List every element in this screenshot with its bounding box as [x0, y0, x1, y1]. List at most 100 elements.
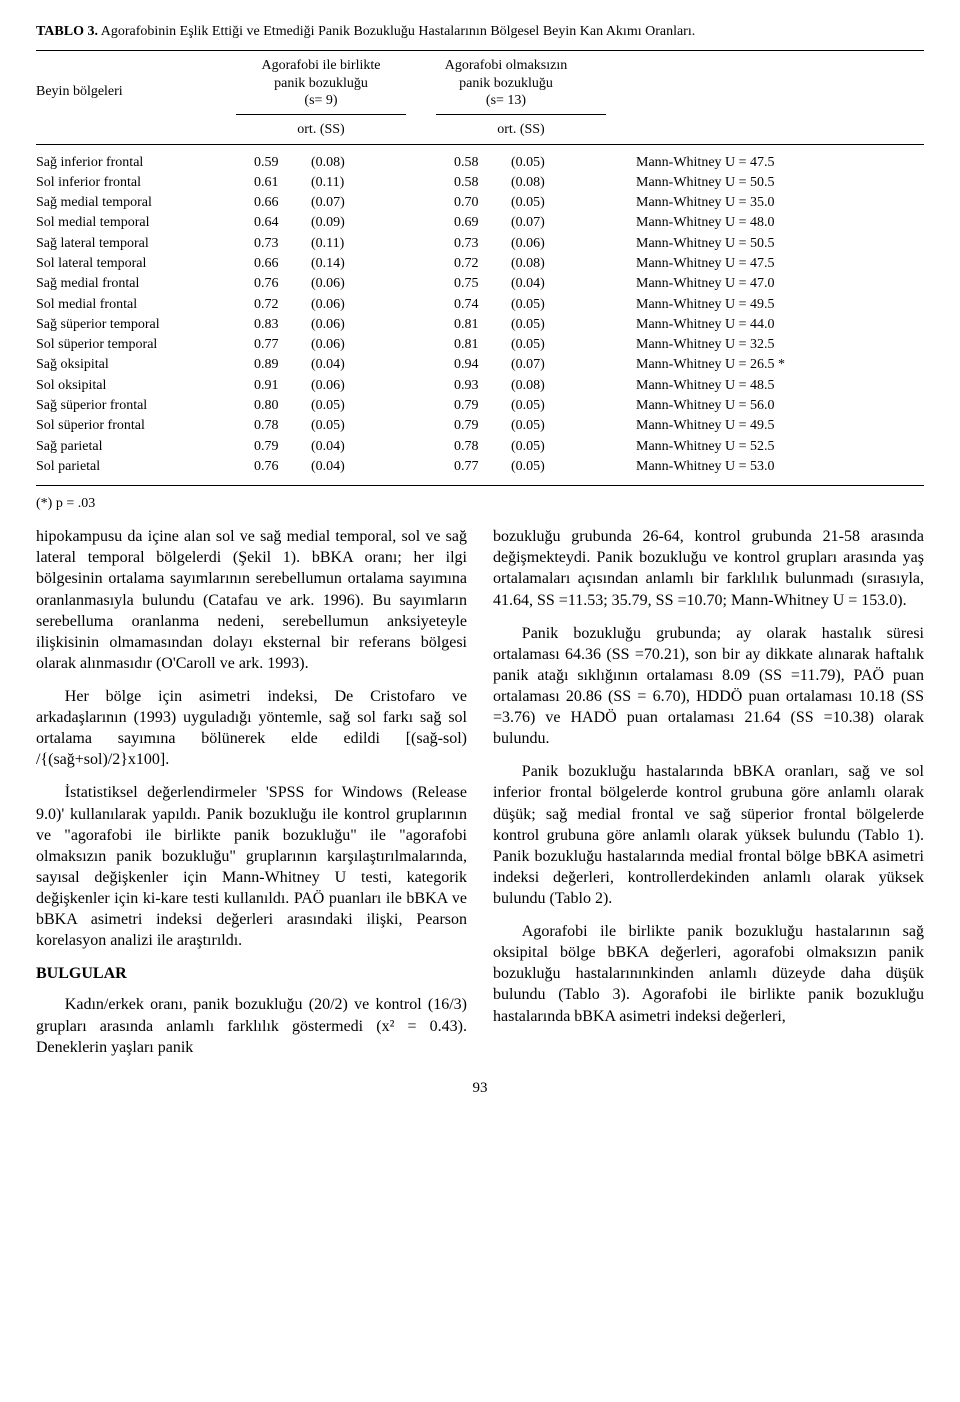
sd1-cell: (0.14) [311, 254, 406, 274]
region-cell: Sağ süperior frontal [36, 396, 236, 416]
table-row: Sağ süperior frontal0.80(0.05)0.79(0.05)… [36, 396, 924, 416]
table-caption: Agorafobinin Eşlik Ettiği ve Etmediği Pa… [101, 24, 696, 39]
table-row: Sol inferior frontal0.61(0.11)0.58(0.08)… [36, 173, 924, 193]
stat-cell: Mann-Whitney U = 32.5 [606, 335, 924, 355]
mean1-cell: 0.73 [236, 234, 311, 254]
right-p2: Panik bozukluğu grubunda; ay olarak hast… [493, 623, 924, 750]
stat-cell: Mann-Whitney U = 47.5 [606, 153, 924, 173]
group2-l2: panik bozukluğu [406, 75, 606, 93]
sd2-cell: (0.05) [511, 396, 606, 416]
sd2-cell: (0.05) [511, 457, 606, 477]
table-row: Sol parietal0.76(0.04)0.77(0.05)Mann-Whi… [36, 457, 924, 477]
group2-l3: (s= 13) [406, 92, 606, 110]
sd1-cell: (0.06) [311, 295, 406, 315]
table-header: Beyin bölgeleri Agorafobi ile birlikte p… [36, 50, 924, 145]
stat-cell: Mann-Whitney U = 48.5 [606, 376, 924, 396]
sd1-cell: (0.06) [311, 376, 406, 396]
section-heading: BULGULAR [36, 963, 467, 984]
sd1-cell: (0.05) [311, 396, 406, 416]
sd1-cell: (0.11) [311, 173, 406, 193]
left-column: hipokampusu da içine alan sol ve sağ med… [36, 526, 467, 1070]
mean1-cell: 0.79 [236, 437, 311, 457]
region-cell: Sol parietal [36, 457, 236, 477]
sd2-cell: (0.06) [511, 234, 606, 254]
mean2-cell: 0.75 [436, 274, 511, 294]
mean1-cell: 0.89 [236, 355, 311, 375]
sd1-cell: (0.04) [311, 457, 406, 477]
sd2-cell: (0.07) [511, 213, 606, 233]
group1-l1: Agorafobi ile birlikte [236, 57, 406, 75]
stat-cell: Mann-Whitney U = 49.5 [606, 295, 924, 315]
right-p3: Panik bozukluğu hastalarında bBKA oranla… [493, 761, 924, 909]
sd1-cell: (0.05) [311, 416, 406, 436]
mean1-cell: 0.77 [236, 335, 311, 355]
mean1-cell: 0.91 [236, 376, 311, 396]
subheader-2: ort. (SS) [436, 122, 606, 138]
table-row: Sol lateral temporal0.66(0.14) 0.72(0.08)… [36, 254, 924, 274]
mean1-cell: 0.72 [236, 295, 311, 315]
left-p3: İstatistiksel değerlendirmeler 'SPSS for… [36, 782, 467, 951]
region-cell: Sağ süperior temporal [36, 315, 236, 335]
table-title: TABLO 3. Agorafobinin Eşlik Ettiği ve Et… [36, 24, 924, 40]
stat-cell: Mann-Whitney U = 26.5 * [606, 355, 924, 375]
sd1-cell: (0.09) [311, 213, 406, 233]
mean2-cell: 0.79 [436, 396, 511, 416]
stat-cell: Mann-Whitney U = 50.5 [606, 173, 924, 193]
region-cell: Sol süperior frontal [36, 416, 236, 436]
mean1-cell: 0.64 [236, 213, 311, 233]
mean1-cell: 0.76 [236, 274, 311, 294]
sd1-cell: (0.06) [311, 274, 406, 294]
sd1-cell: (0.06) [311, 315, 406, 335]
right-column: bozukluğu grubunda 26-64, kontrol grubun… [493, 526, 924, 1070]
mean2-cell: 0.58 [436, 153, 511, 173]
group1-l3: (s= 9) [236, 92, 406, 110]
region-cell: Sol oksipital [36, 376, 236, 396]
mean2-cell: 0.81 [436, 335, 511, 355]
mean2-cell: 0.58 [436, 173, 511, 193]
sd2-cell: (0.08) [511, 254, 606, 274]
table-row: Sağ inferior frontal0.59(0.08)0.58(0.05)… [36, 153, 924, 173]
region-cell: Sağ inferior frontal [36, 153, 236, 173]
mean1-cell: 0.78 [236, 416, 311, 436]
sd2-cell: (0.05) [511, 295, 606, 315]
region-cell: Sağ lateral temporal [36, 234, 236, 254]
mean2-cell: 0.73 [436, 234, 511, 254]
stat-cell: Mann-Whitney U = 35.0 [606, 193, 924, 213]
mean2-cell: 0.72 [436, 254, 511, 274]
mean2-cell: 0.77 [436, 457, 511, 477]
mean2-cell: 0.69 [436, 213, 511, 233]
sd1-cell: (0.08) [311, 153, 406, 173]
table-row: Sağ lateral temporal0.73(0.11)0.73(0.06)… [36, 234, 924, 254]
group1-l2: panik bozukluğu [236, 75, 406, 93]
sd2-cell: (0.05) [511, 437, 606, 457]
sd2-cell: (0.05) [511, 153, 606, 173]
stat-cell: Mann-Whitney U = 52.5 [606, 437, 924, 457]
region-cell: Sol medial temporal [36, 213, 236, 233]
table-row: Sağ parietal0.79(0.04)0.78(0.05)Mann-Whi… [36, 437, 924, 457]
sd2-cell: (0.08) [511, 376, 606, 396]
table-row: Sağ oksipital0.89(0.04)0.94(0.07)Mann-Wh… [36, 355, 924, 375]
table-footnote: (*) p = .03 [36, 496, 924, 512]
mean1-cell: 0.66 [236, 254, 311, 274]
left-p2: Her bölge için asimetri indeksi, De Cris… [36, 686, 467, 770]
sd2-cell: (0.05) [511, 315, 606, 335]
mean2-cell: 0.78 [436, 437, 511, 457]
table-row: Sağ medial frontal0.76(0.06)0.75(0.04)Ma… [36, 274, 924, 294]
subheader-1: ort. (SS) [236, 122, 406, 138]
mean2-cell: 0.74 [436, 295, 511, 315]
stat-cell: Mann-Whitney U = 47.5 [606, 254, 924, 274]
table-row: Sol süperior frontal0.78(0.05)0.79(0.05)… [36, 416, 924, 436]
sd2-cell: (0.05) [511, 416, 606, 436]
stat-cell: Mann-Whitney U = 56.0 [606, 396, 924, 416]
region-cell: Sol lateral temporal [36, 254, 236, 274]
table-row: Sol süperior temporal0.77(0.06)0.81(0.05… [36, 335, 924, 355]
table-body: Sağ inferior frontal0.59(0.08)0.58(0.05)… [36, 145, 924, 487]
region-cell: Sağ medial frontal [36, 274, 236, 294]
stat-cell: Mann-Whitney U = 48.0 [606, 213, 924, 233]
stat-cell: Mann-Whitney U = 47.0 [606, 274, 924, 294]
region-cell: Sol süperior temporal [36, 335, 236, 355]
region-cell: Sol inferior frontal [36, 173, 236, 193]
sd2-cell: (0.05) [511, 335, 606, 355]
right-p1: bozukluğu grubunda 26-64, kontrol grubun… [493, 526, 924, 610]
sd2-cell: (0.05) [511, 193, 606, 213]
